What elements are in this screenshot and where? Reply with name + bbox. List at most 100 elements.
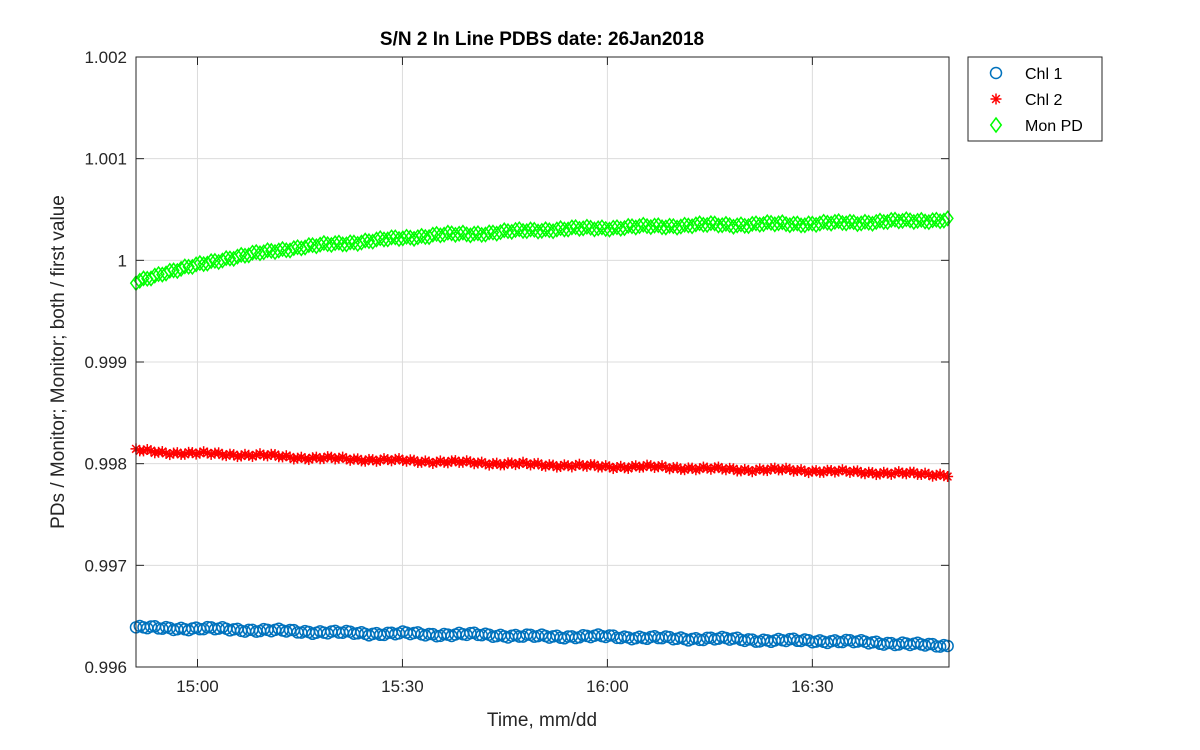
x-tick-label: 15:30	[381, 677, 424, 696]
data-point	[174, 260, 188, 278]
y-tick-label: 0.998	[84, 455, 127, 474]
x-tick-label: 15:00	[176, 677, 219, 696]
data-point	[389, 229, 402, 246]
data-point	[464, 456, 476, 468]
data-point	[276, 240, 289, 258]
data-point	[332, 234, 346, 251]
data-point	[298, 239, 312, 256]
data-point	[877, 213, 890, 231]
x-tick-label: 16:30	[791, 677, 834, 696]
data-point	[558, 221, 571, 238]
y-axis-label: PDs / Monitor; Monitor; both / first val…	[48, 195, 69, 529]
data-point	[464, 227, 477, 244]
data-point	[708, 215, 721, 232]
y-tick-label: 0.996	[84, 658, 127, 677]
data-point	[483, 224, 496, 241]
data-point	[400, 228, 413, 245]
data-point	[381, 231, 394, 248]
data-point	[419, 228, 432, 246]
data-point	[377, 231, 391, 248]
data-point	[524, 221, 537, 238]
data-point	[561, 221, 575, 238]
data-point	[858, 213, 872, 231]
data-point	[738, 217, 751, 235]
data-point	[415, 227, 428, 245]
data-point	[591, 220, 605, 237]
data-point	[513, 220, 526, 238]
data-point	[280, 242, 293, 259]
legend-label: Chl 1	[1025, 66, 1062, 83]
data-point	[885, 468, 897, 480]
y-tick-label: 1	[118, 251, 127, 270]
data-point	[531, 223, 545, 240]
data-point	[881, 213, 894, 231]
data-point	[302, 236, 316, 254]
data-point	[580, 218, 594, 235]
data-point	[610, 218, 624, 236]
data-point	[930, 211, 943, 228]
data-point	[637, 216, 650, 233]
data-point	[772, 214, 785, 232]
data-point	[603, 221, 616, 238]
data-point	[851, 215, 864, 233]
legend: Chl 1 Chl 2 Mon PD	[967, 56, 1103, 142]
data-point	[569, 218, 582, 236]
ticks: 15:00 15:30 16:00 16:30 0.996 0.997 0.998 0.999…	[84, 48, 949, 696]
data-point	[182, 258, 195, 276]
data-point	[392, 230, 406, 248]
data-point	[467, 225, 481, 242]
data-point	[802, 215, 815, 232]
data-point	[479, 226, 492, 243]
series-chl-2	[130, 443, 954, 483]
data-point	[678, 216, 691, 233]
data-point	[219, 249, 233, 267]
data-point	[498, 222, 511, 239]
data-point	[328, 234, 342, 252]
data-point	[475, 226, 488, 244]
legend-label: Chl 2	[1025, 92, 1062, 109]
data-point	[941, 210, 954, 227]
data-point	[704, 214, 718, 232]
data-point	[603, 629, 616, 642]
data-point	[817, 213, 830, 230]
data-point	[573, 220, 586, 238]
y-tick-label: 0.997	[84, 556, 127, 575]
data-point	[648, 217, 661, 234]
data-point	[719, 215, 733, 233]
data-point	[652, 217, 665, 234]
data-point	[873, 212, 887, 229]
data-point	[452, 225, 466, 242]
legend-label: Mon PD	[1025, 118, 1083, 135]
data-point	[942, 471, 954, 483]
data-point	[532, 457, 544, 469]
data-point	[426, 226, 440, 243]
data-point	[663, 217, 676, 234]
x-tick-label: 16:00	[586, 677, 629, 696]
legend-marker	[989, 116, 1003, 134]
y-tick-label: 1.001	[84, 150, 127, 169]
data-point	[693, 215, 706, 232]
legend-entry: Chl 2	[990, 92, 1062, 109]
data-point	[922, 213, 936, 231]
data-point	[505, 223, 518, 241]
data-point	[588, 221, 601, 238]
data-point	[193, 254, 207, 272]
chart-title: S/N 2 In Line PDBS date: 26Jan2018	[380, 29, 704, 50]
data-point	[791, 215, 804, 232]
data-point	[794, 217, 808, 234]
data-point	[892, 213, 905, 230]
data-point	[554, 219, 567, 237]
y-tick-label: 1.002	[84, 48, 127, 67]
y-tick-label: 0.999	[84, 353, 127, 372]
data-point	[911, 212, 924, 230]
data-point	[803, 467, 815, 479]
data-point	[509, 221, 522, 239]
data-point	[246, 244, 259, 261]
data-point	[888, 211, 902, 228]
data-point	[343, 234, 357, 251]
data-point	[430, 225, 443, 243]
legend-entry: Mon PD	[989, 116, 1083, 135]
data-point	[746, 215, 759, 233]
data-point	[941, 639, 954, 653]
